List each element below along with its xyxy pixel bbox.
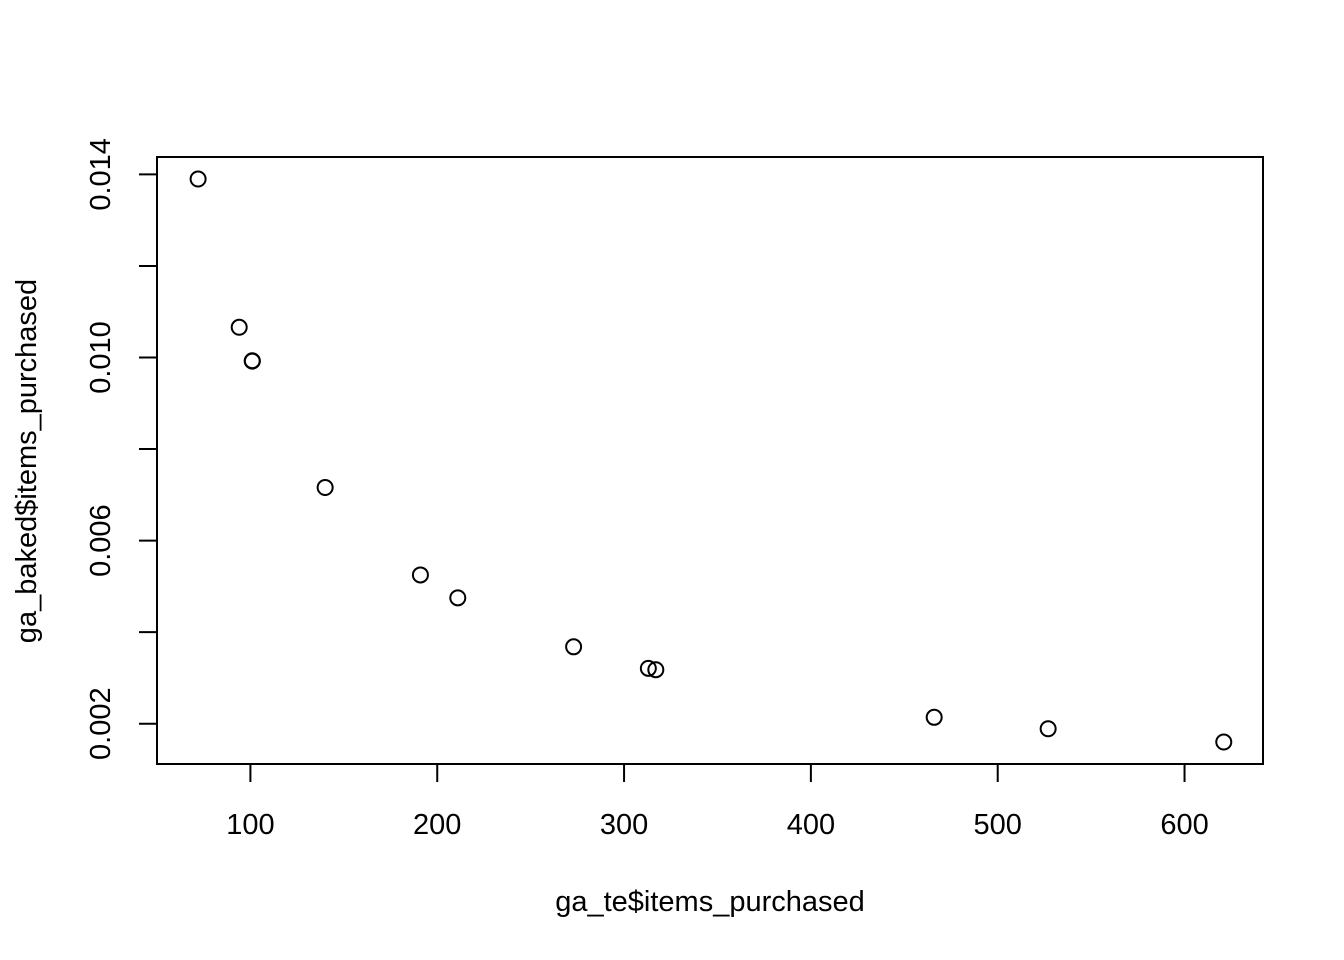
data-point xyxy=(449,589,467,607)
y-axis: 0.002 0.006 0.010 0.014 xyxy=(85,138,158,760)
data-point xyxy=(1039,720,1057,738)
y-tick-label: 0.010 xyxy=(85,321,117,394)
data-point xyxy=(243,352,261,370)
data-point xyxy=(316,479,334,497)
data-points xyxy=(189,170,1233,751)
y-tick-label: 0.006 xyxy=(85,504,117,577)
x-tick-label: 400 xyxy=(787,809,835,841)
x-axis: 100 200 300 400 500 600 xyxy=(226,763,1209,841)
x-tick-label: 600 xyxy=(1160,809,1208,841)
data-point xyxy=(189,170,207,188)
data-point xyxy=(1215,733,1233,751)
data-point xyxy=(230,318,248,336)
data-point xyxy=(647,661,665,679)
x-axis-label: ga_te$items_purchased xyxy=(555,886,865,918)
plot-frame xyxy=(156,156,1264,765)
y-tick-label: 0.002 xyxy=(85,687,117,760)
x-tick-label: 100 xyxy=(226,809,274,841)
data-point xyxy=(411,566,429,584)
y-axis-label: ga_baked$items_purchased xyxy=(11,279,43,643)
data-point xyxy=(925,708,943,726)
data-point xyxy=(565,638,583,656)
data-point xyxy=(639,659,657,677)
x-tick-label: 500 xyxy=(974,809,1022,841)
x-tick-label: 200 xyxy=(413,809,461,841)
x-tick-label: 300 xyxy=(600,809,648,841)
y-tick-label: 0.014 xyxy=(85,138,117,211)
